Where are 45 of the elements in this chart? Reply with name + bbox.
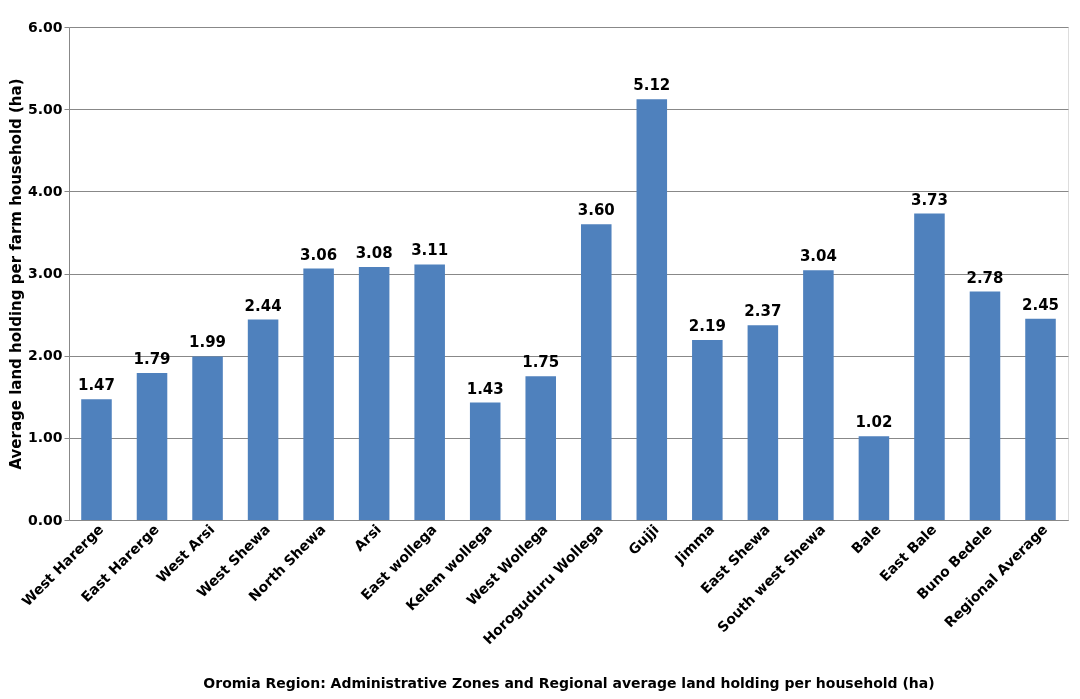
data-label: 3.73 <box>910 190 948 209</box>
y-tick-label: 3.00 <box>27 265 63 281</box>
data-label: 5.12 <box>633 76 671 95</box>
bar <box>914 213 945 520</box>
bar <box>858 436 890 520</box>
y-axis-title: Average land holding per farm household (ha) <box>6 78 25 470</box>
bar <box>525 376 557 520</box>
data-label: 1.47 <box>77 376 115 395</box>
data-label: 3.08 <box>355 243 393 262</box>
data-label: 2.44 <box>244 296 282 315</box>
bar <box>580 224 612 520</box>
data-label: 2.45 <box>1022 295 1060 314</box>
data-label: 3.60 <box>577 201 615 220</box>
data-label: 3.06 <box>300 245 338 264</box>
bar <box>136 372 168 520</box>
data-label: 2.37 <box>744 302 782 321</box>
bar <box>1025 318 1056 520</box>
y-tick-label: 1.00 <box>27 429 63 446</box>
x-axis-title: Oromia Region: Administrative Zones and Regional average land holding per household (ha) <box>203 675 935 692</box>
bar <box>969 291 1001 520</box>
bar <box>692 340 723 520</box>
bar <box>81 399 112 520</box>
data-label: 1.75 <box>522 353 560 372</box>
bar <box>747 325 779 520</box>
bar <box>247 319 279 520</box>
bar <box>358 266 390 520</box>
data-label: 2.19 <box>688 317 726 336</box>
data-label: 2.78 <box>966 268 1004 287</box>
data-label: 3.04 <box>799 247 837 266</box>
bar <box>192 356 223 520</box>
data-label: 1.79 <box>133 349 171 368</box>
data-label: 1.02 <box>855 413 893 432</box>
y-tick-label: 0.00 <box>27 511 63 528</box>
data-label: 1.43 <box>466 379 504 398</box>
bar <box>469 402 501 520</box>
bar <box>803 270 834 520</box>
y-tick-label: 5.00 <box>27 100 63 117</box>
bar <box>414 264 445 520</box>
data-label: 1.99 <box>189 333 227 352</box>
bar <box>303 268 334 520</box>
y-tick-label: 6.00 <box>27 18 63 35</box>
y-tick-label: 2.00 <box>27 347 63 364</box>
data-label: 3.11 <box>411 241 449 260</box>
y-tick-label: 4.00 <box>27 182 63 199</box>
bar <box>636 99 668 520</box>
